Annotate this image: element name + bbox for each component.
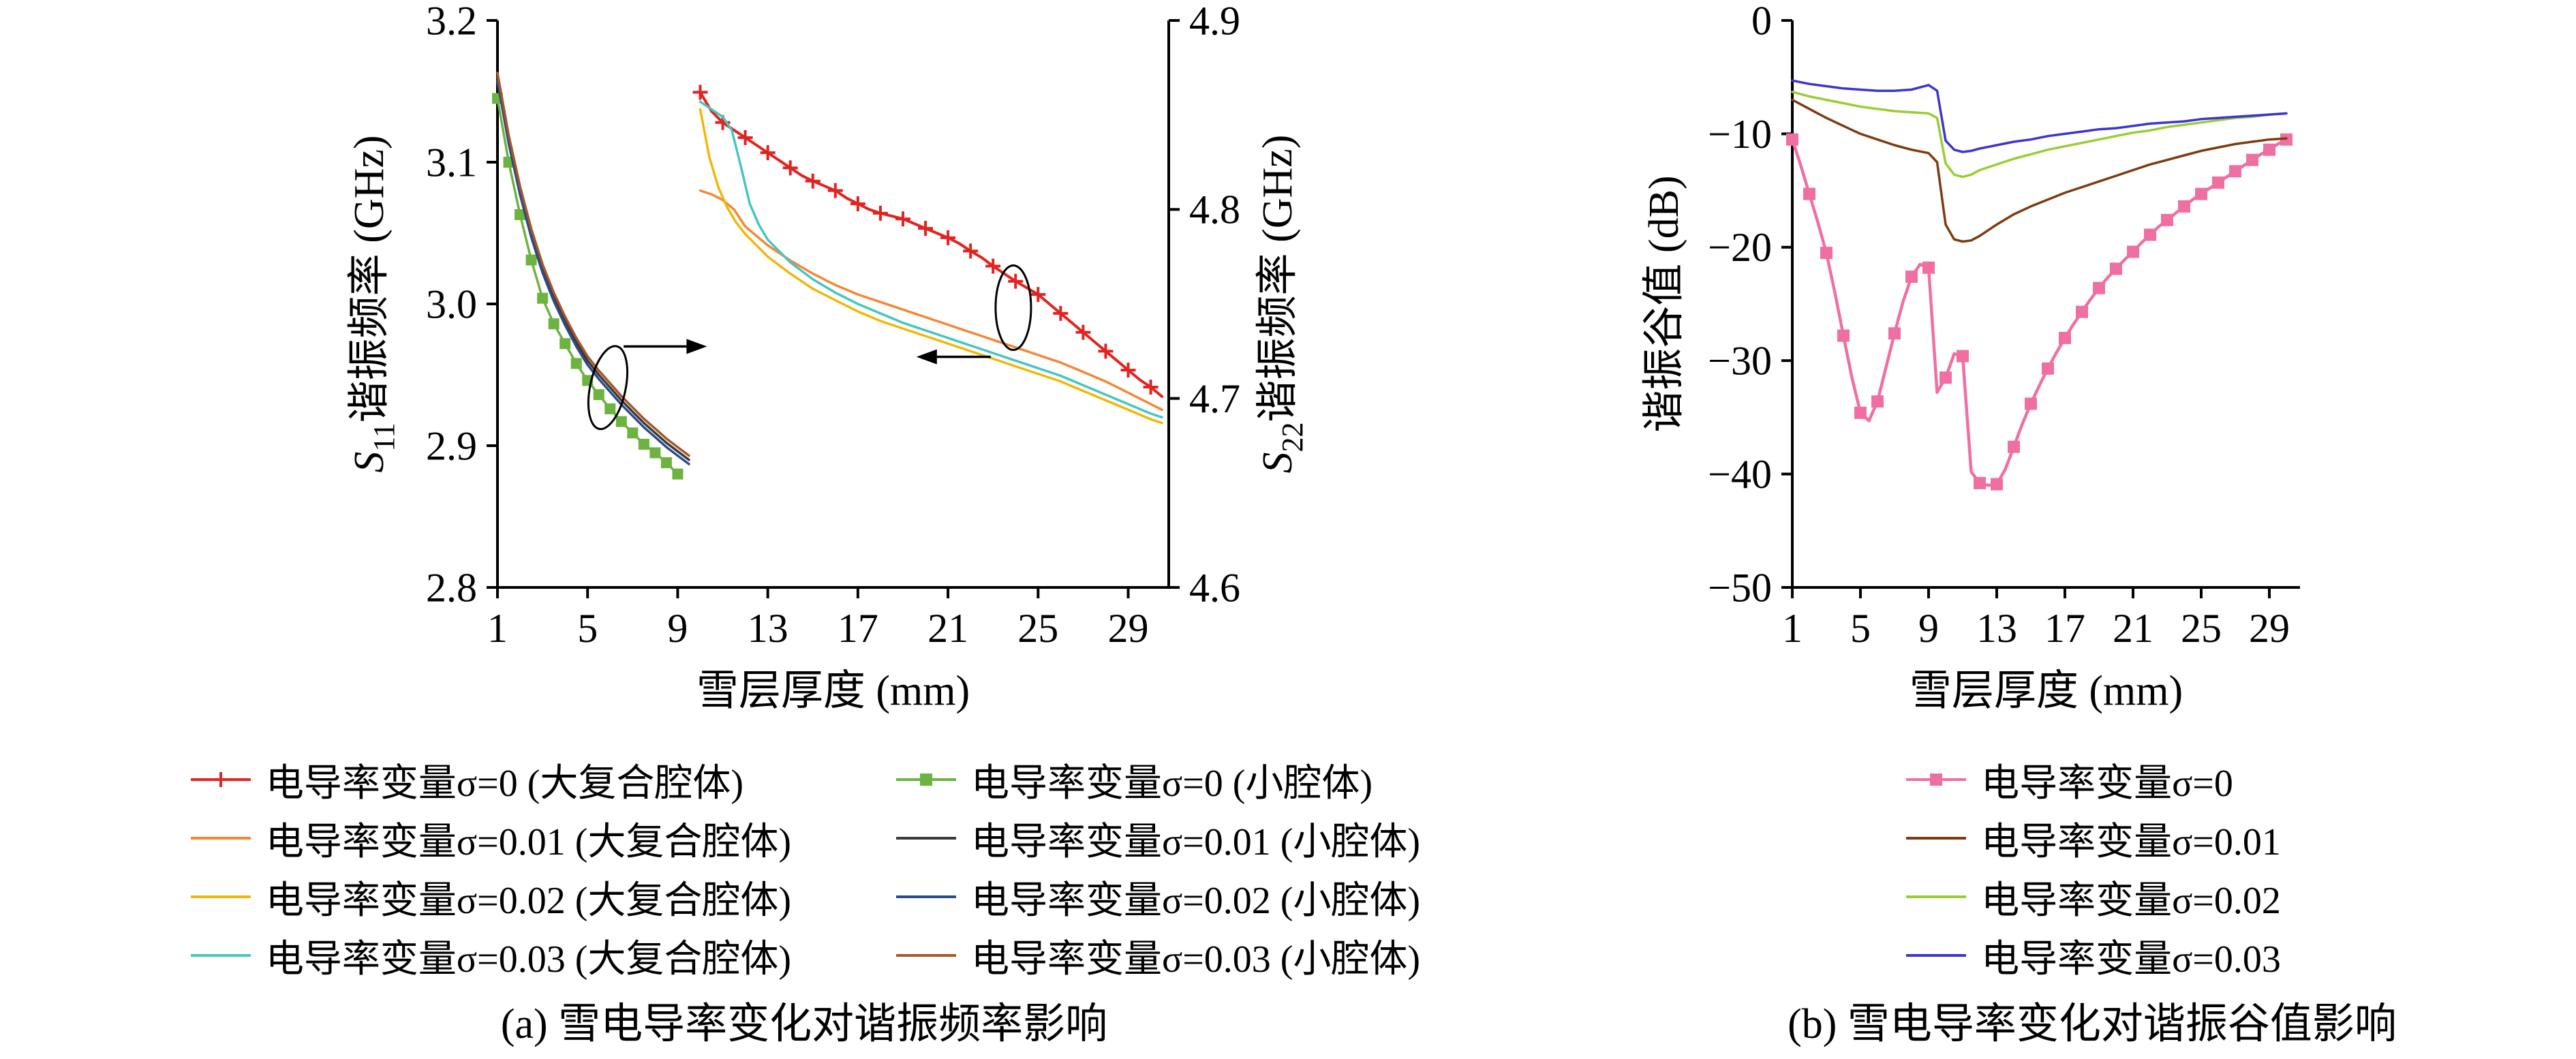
legend-label: 电导率变量σ=0.03 (大复合腔体): [265, 938, 791, 981]
y-axis-label-left: S11谐振频率 (GHz): [346, 135, 401, 472]
axes: 2.8 2.9 3.0 3.1 3.2 4.6 4.7 4.8 4.9 1 5 9 13 17 21 25 29: [426, 0, 1240, 651]
legend-label: 电导率变量σ=0: [1981, 762, 2233, 805]
y-left-tick-label: 3.1: [426, 140, 477, 185]
x-tick-label: 17: [838, 606, 878, 651]
legend-item: 电导率变量σ=0.02 (大复合腔体): [188, 868, 791, 926]
x-tick-label: 13: [748, 606, 788, 651]
y-left-tick-label: 2.9: [426, 423, 477, 468]
legend-item: 电导率变量σ=0.02 (小腔体): [893, 868, 1420, 926]
series-5: [496, 76, 690, 461]
chart-b: 0 −10 −20 −30 −40 −501 5 9 13 17 21 25 29 谐振谷值 (dB) 雪层…: [1608, 0, 2576, 733]
x-tick-label: 1: [487, 606, 508, 651]
legend-label: 电导率变量σ=0.03: [1981, 938, 2281, 981]
series-1: [699, 189, 1163, 412]
y-left-tick-label: 3.2: [426, 0, 477, 43]
y-right-tick-label: 4.7: [1189, 376, 1240, 421]
x-axis-label: 雪层厚度 (mm): [696, 668, 970, 714]
legend-sample: [1906, 837, 1967, 840]
legend-b: 电导率变量σ=0 电导率变量σ=0.01 电导率变量σ=0.02 电导率变量σ=0.0…: [1903, 750, 2281, 985]
series-0: [1786, 133, 2293, 491]
legend-item: 电导率变量σ=0.03: [1903, 926, 2281, 985]
x-tick-label: 1: [1782, 606, 1803, 651]
series-3: [1791, 79, 2288, 153]
caption-b: (b) 雪电导率变化对谐振谷值影响: [1788, 1001, 2397, 1047]
legend-sample: [896, 954, 956, 957]
series-7: [496, 72, 690, 457]
x-tick-label: 21: [2113, 606, 2153, 651]
series-6: [496, 80, 690, 465]
legend-label: 电导率变量σ=0.01 (小腔体): [971, 820, 1421, 863]
legend-item: 电导率变量σ=0.03 (大复合腔体): [188, 926, 791, 985]
annotations: [587, 264, 1032, 431]
legend-sample: [190, 895, 251, 898]
series-3: [699, 100, 1163, 419]
legend-item: 电导率变量σ=0 (大复合腔体): [188, 750, 791, 809]
legend-item: 电导率变量σ=0: [1903, 750, 2281, 809]
y-left-tick-label: 3.0: [426, 281, 477, 326]
legend-sample: [896, 773, 956, 786]
y-left-tick-label: −10: [1708, 112, 1772, 157]
y-axis-label-left: 谐振谷值 (dB): [1641, 175, 1687, 432]
series-0: [692, 85, 1164, 398]
legend-item: 电导率变量σ=0.01: [1903, 809, 2281, 868]
x-tick-label: 25: [2181, 606, 2222, 651]
y-left-tick-label: −50: [1708, 565, 1772, 610]
legend-a: 电导率变量σ=0 (大复合腔体) 电导率变量σ=0 (小腔体) 电导率变量σ=0.0…: [188, 750, 1420, 985]
y-right-tick-label: 4.8: [1189, 187, 1240, 232]
series-2: [699, 108, 1163, 425]
legend-label: 电导率变量σ=0.02: [1981, 879, 2281, 922]
x-tick-label: 17: [2044, 606, 2085, 651]
legend-item: 电导率变量σ=0.01 (大复合腔体): [188, 809, 791, 868]
caption-a: (a) 雪电导率变化对谐振频率影响: [500, 1001, 1108, 1047]
axes: 0 −10 −20 −30 −40 −501 5 9 13 17 21 25 29: [1708, 0, 2300, 651]
x-tick-label: 25: [1017, 606, 1058, 651]
x-tick-label: 13: [1976, 606, 2017, 651]
ellipse-annotation: [994, 264, 1032, 352]
legend-item: 电导率变量σ=0.03 (小腔体): [893, 926, 1420, 985]
legend-sample: [190, 954, 251, 957]
legend-label: 电导率变量σ=0 (小腔体): [971, 762, 1373, 805]
legend-item: 电导率变量σ=0 (小腔体): [893, 750, 1420, 809]
x-tick-label: 5: [577, 606, 598, 651]
x-tick-label: 5: [1850, 606, 1871, 651]
series-2: [1791, 91, 2288, 179]
y-left-tick-label: −20: [1708, 225, 1772, 270]
y-left-tick-label: −40: [1708, 452, 1772, 497]
y-left-tick-label: −30: [1708, 339, 1772, 384]
x-tick-label: 9: [1918, 606, 1939, 651]
legend-label: 电导率变量σ=0.01: [1981, 820, 2281, 863]
legend-label: 电导率变量σ=0.03 (小腔体): [971, 938, 1421, 981]
legend-label: 电导率变量σ=0.02 (小腔体): [971, 879, 1421, 922]
legend-item: 电导率变量σ=0.01 (小腔体): [893, 809, 1420, 868]
x-tick-label: 29: [1108, 606, 1149, 651]
legend-label: 电导率变量σ=0.02 (大复合腔体): [265, 879, 791, 922]
y-axis-label-right: S22谐振频率 (GHz): [1255, 135, 1309, 474]
legend-sample: [190, 772, 251, 787]
legend-sample: [190, 837, 251, 840]
legend-sample: [1906, 954, 1967, 957]
panel-b: 0 −10 −20 −30 −40 −50 1 5 9 13 17 21 25 29 谐振谷值 (dB) 雪层…: [1608, 0, 2576, 1059]
series-1: [1791, 98, 2288, 243]
x-tick-label: 9: [667, 606, 688, 651]
x-axis-label: 雪层厚度 (mm): [1910, 668, 2183, 714]
panel-a: 2.8 2.9 3.0 3.1 3.2 4.6 4.7 4.8 4.9 1 5 9 13 17 21 25 29…: [0, 0, 1608, 1047]
x-tick-label: 21: [927, 606, 968, 651]
legend-sample: [896, 895, 956, 898]
ellipse-annotation: [587, 345, 628, 431]
legend-sample: [896, 837, 956, 840]
series-4: [492, 93, 684, 480]
chart-a: 2.8 2.9 3.0 3.1 3.2 4.6 4.7 4.8 4.9 1 5 9 13 17 21 25 29…: [0, 0, 1608, 733]
y-left-tick-label: 2.8: [426, 565, 477, 610]
legend-label: 电导率变量σ=0.01 (大复合腔体): [265, 820, 791, 863]
legend-sample: [1906, 773, 1967, 786]
x-tick-label: 29: [2249, 606, 2290, 651]
legend-label: 电导率变量σ=0 (大复合腔体): [265, 762, 743, 805]
y-right-tick-label: 4.6: [1189, 565, 1240, 610]
legend-item: 电导率变量σ=0.02: [1903, 868, 2281, 926]
y-right-tick-label: 4.9: [1189, 0, 1240, 43]
y-left-tick-label: 0: [1751, 0, 1772, 43]
legend-sample: [1906, 895, 1967, 898]
